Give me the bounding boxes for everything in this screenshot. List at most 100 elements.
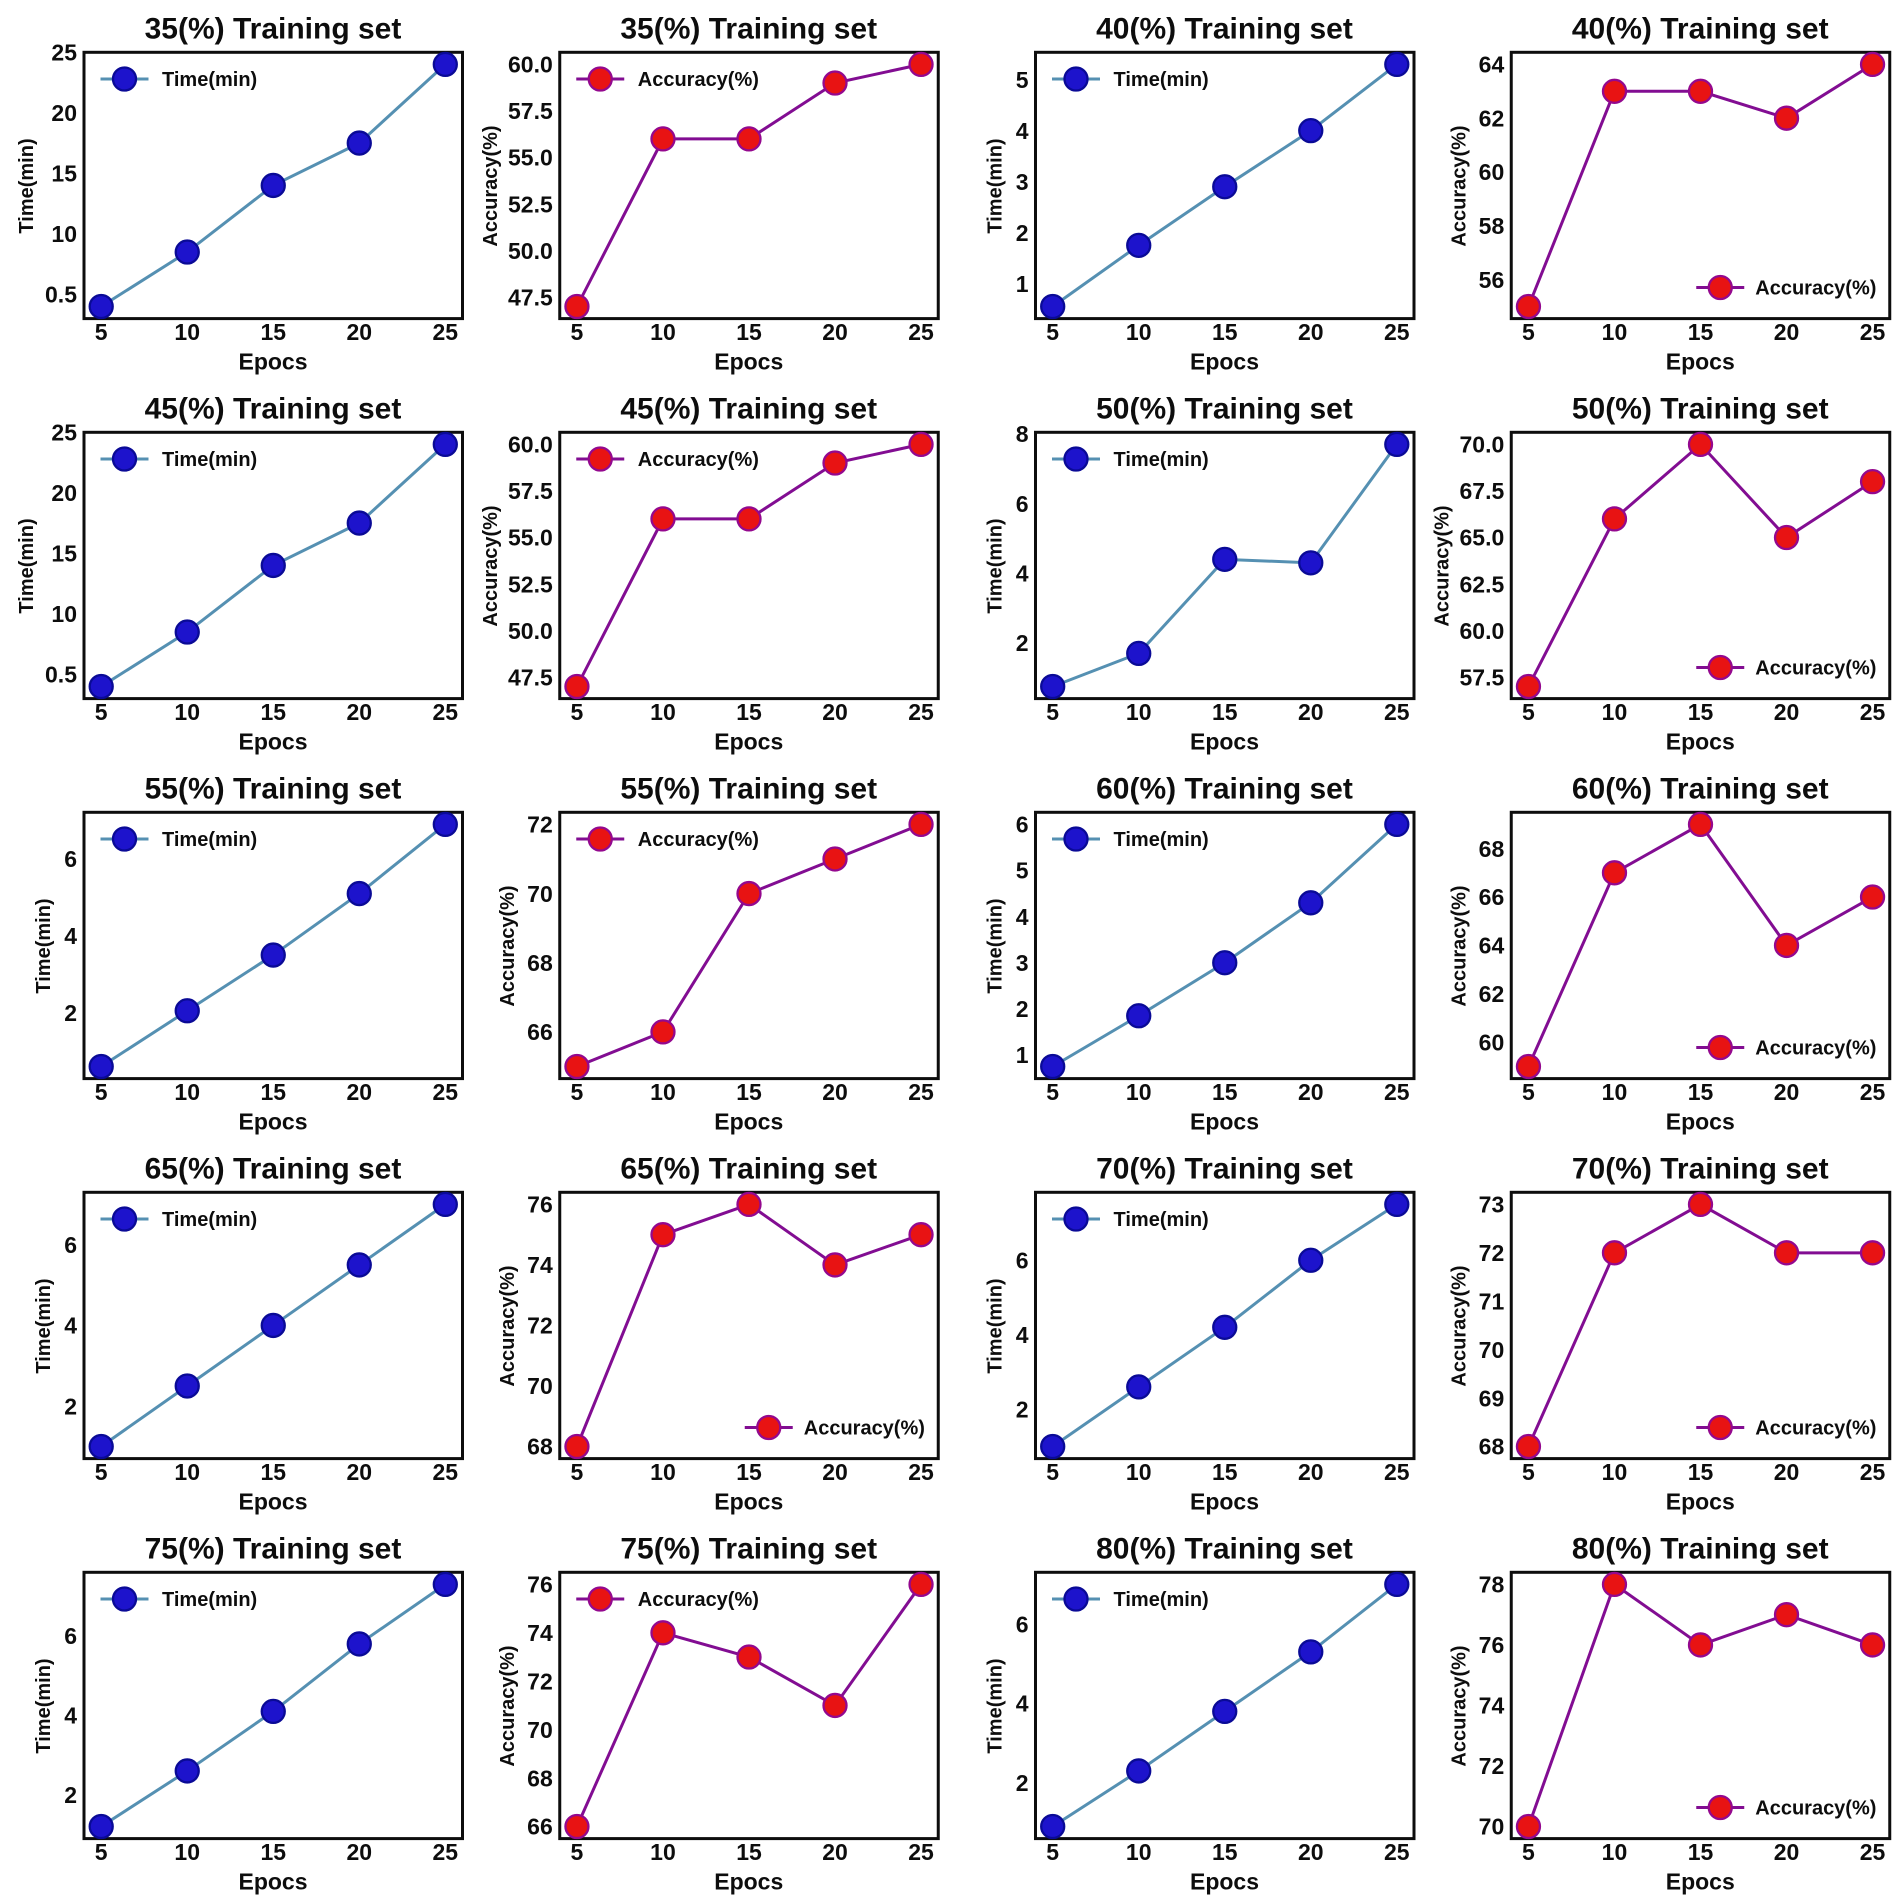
svg-text:Epocs: Epocs bbox=[1190, 729, 1259, 755]
svg-text:15: 15 bbox=[1212, 319, 1238, 345]
svg-text:10: 10 bbox=[51, 221, 77, 247]
svg-text:10: 10 bbox=[174, 1079, 200, 1105]
svg-text:5: 5 bbox=[95, 1839, 108, 1865]
svg-text:70: 70 bbox=[1479, 1337, 1505, 1363]
svg-text:72: 72 bbox=[1479, 1753, 1505, 1779]
svg-text:Accuracy(%): Accuracy(%) bbox=[497, 1645, 519, 1766]
svg-text:2: 2 bbox=[1016, 1770, 1029, 1796]
svg-text:20: 20 bbox=[51, 100, 77, 126]
svg-text:Time(min): Time(min) bbox=[33, 1278, 55, 1373]
svg-text:Epocs: Epocs bbox=[714, 1869, 783, 1895]
svg-text:66: 66 bbox=[527, 1019, 553, 1045]
svg-text:50.0: 50.0 bbox=[508, 238, 553, 264]
svg-text:Epocs: Epocs bbox=[238, 1109, 307, 1135]
svg-text:10: 10 bbox=[1602, 1079, 1628, 1105]
svg-text:Time(min): Time(min) bbox=[1114, 829, 1209, 851]
svg-text:10: 10 bbox=[174, 319, 200, 345]
svg-text:72: 72 bbox=[527, 812, 553, 838]
svg-text:Accuracy(%): Accuracy(%) bbox=[1755, 1418, 1876, 1440]
svg-text:66: 66 bbox=[527, 1814, 553, 1840]
svg-text:Epocs: Epocs bbox=[714, 349, 783, 375]
svg-text:57.5: 57.5 bbox=[1459, 664, 1504, 690]
svg-text:2: 2 bbox=[1016, 996, 1029, 1022]
svg-text:20: 20 bbox=[1774, 1079, 1800, 1105]
svg-text:20: 20 bbox=[1298, 1459, 1324, 1485]
svg-text:5: 5 bbox=[1046, 1079, 1059, 1105]
svg-text:5: 5 bbox=[1522, 699, 1535, 725]
svg-text:5: 5 bbox=[1522, 1839, 1535, 1865]
svg-text:20: 20 bbox=[346, 699, 372, 725]
svg-text:15: 15 bbox=[260, 319, 286, 345]
svg-text:Accuracy(%): Accuracy(%) bbox=[638, 449, 759, 471]
svg-text:4: 4 bbox=[64, 1313, 77, 1339]
svg-text:Accuracy(%): Accuracy(%) bbox=[1755, 278, 1876, 300]
svg-text:Epocs: Epocs bbox=[238, 1869, 307, 1895]
svg-text:25: 25 bbox=[433, 1079, 459, 1105]
svg-text:10: 10 bbox=[1602, 1459, 1628, 1485]
svg-text:10: 10 bbox=[1126, 319, 1152, 345]
svg-text:1: 1 bbox=[1016, 1042, 1029, 1068]
svg-text:25: 25 bbox=[1860, 699, 1886, 725]
svg-text:68: 68 bbox=[527, 1765, 553, 1791]
svg-text:Epocs: Epocs bbox=[238, 1489, 307, 1515]
svg-text:20: 20 bbox=[1298, 319, 1324, 345]
svg-text:Accuracy(%): Accuracy(%) bbox=[1431, 505, 1453, 626]
svg-text:15: 15 bbox=[1212, 1839, 1238, 1865]
svg-text:5: 5 bbox=[1522, 1079, 1535, 1105]
svg-text:Accuracy(%): Accuracy(%) bbox=[638, 829, 759, 851]
svg-text:65(%) Training set: 65(%) Training set bbox=[145, 1153, 402, 1186]
svg-text:Epocs: Epocs bbox=[714, 1489, 783, 1515]
svg-text:62: 62 bbox=[1479, 981, 1505, 1007]
svg-text:5: 5 bbox=[1016, 67, 1029, 93]
svg-text:47.5: 47.5 bbox=[508, 284, 553, 310]
svg-text:80(%) Training set: 80(%) Training set bbox=[1096, 1533, 1353, 1566]
svg-text:Epocs: Epocs bbox=[1666, 1109, 1735, 1135]
svg-text:Epocs: Epocs bbox=[1666, 349, 1735, 375]
svg-text:25: 25 bbox=[1860, 319, 1886, 345]
svg-text:2: 2 bbox=[64, 1393, 77, 1419]
svg-text:73: 73 bbox=[1479, 1192, 1505, 1218]
svg-text:Epocs: Epocs bbox=[714, 1109, 783, 1135]
svg-text:71: 71 bbox=[1479, 1288, 1505, 1314]
svg-text:15: 15 bbox=[736, 699, 762, 725]
svg-text:60(%) Training set: 60(%) Training set bbox=[1572, 773, 1829, 806]
svg-text:20: 20 bbox=[51, 480, 77, 506]
svg-text:Time(min): Time(min) bbox=[985, 518, 1007, 613]
svg-text:15: 15 bbox=[1688, 1079, 1714, 1105]
svg-text:72: 72 bbox=[1479, 1240, 1505, 1266]
svg-text:Time(min): Time(min) bbox=[1114, 1209, 1209, 1231]
svg-text:15: 15 bbox=[736, 1839, 762, 1865]
svg-text:60.0: 60.0 bbox=[1459, 618, 1504, 644]
svg-text:5: 5 bbox=[1522, 1459, 1535, 1485]
svg-text:5: 5 bbox=[1046, 1459, 1059, 1485]
svg-text:Accuracy(%): Accuracy(%) bbox=[497, 1265, 519, 1386]
svg-text:2: 2 bbox=[1016, 1396, 1029, 1422]
svg-text:25: 25 bbox=[1384, 319, 1410, 345]
svg-text:15: 15 bbox=[51, 541, 77, 567]
svg-text:6: 6 bbox=[1016, 1247, 1029, 1273]
svg-text:57.5: 57.5 bbox=[508, 478, 553, 504]
svg-text:20: 20 bbox=[1298, 1079, 1324, 1105]
svg-text:10: 10 bbox=[650, 1839, 676, 1865]
svg-text:20: 20 bbox=[822, 699, 848, 725]
svg-text:Time(min): Time(min) bbox=[1114, 69, 1209, 91]
svg-text:55.0: 55.0 bbox=[508, 145, 553, 171]
svg-text:58: 58 bbox=[1479, 213, 1505, 239]
svg-text:8: 8 bbox=[1016, 421, 1029, 447]
svg-text:Accuracy(%): Accuracy(%) bbox=[804, 1418, 925, 1440]
svg-text:62.5: 62.5 bbox=[1459, 571, 1504, 597]
svg-text:Accuracy(%): Accuracy(%) bbox=[1755, 1798, 1876, 1820]
svg-text:4: 4 bbox=[64, 1703, 77, 1729]
svg-text:64: 64 bbox=[1479, 52, 1505, 78]
svg-text:Epocs: Epocs bbox=[714, 729, 783, 755]
svg-text:Accuracy(%): Accuracy(%) bbox=[1448, 1265, 1470, 1386]
svg-text:15: 15 bbox=[260, 1459, 286, 1485]
svg-text:25: 25 bbox=[51, 420, 77, 446]
svg-text:4: 4 bbox=[1016, 560, 1029, 586]
svg-text:25: 25 bbox=[908, 699, 934, 725]
svg-text:15: 15 bbox=[260, 699, 286, 725]
svg-text:68: 68 bbox=[1479, 1434, 1505, 1460]
svg-text:62: 62 bbox=[1479, 105, 1505, 131]
svg-text:4: 4 bbox=[64, 923, 77, 949]
svg-text:25: 25 bbox=[1384, 1459, 1410, 1485]
